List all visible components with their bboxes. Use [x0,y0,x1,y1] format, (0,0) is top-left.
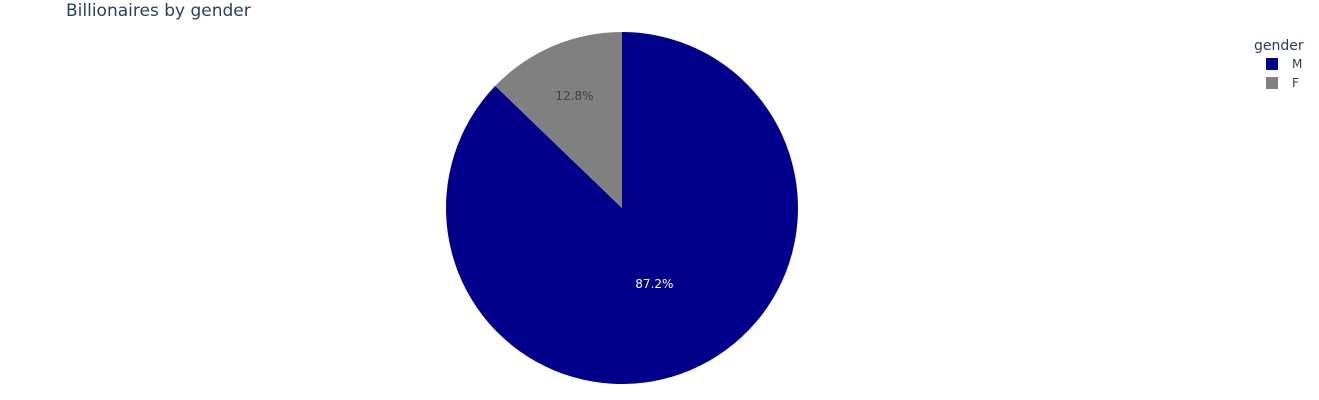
legend-title: gender [1254,38,1304,54]
chart-title: Billionaires by gender [66,1,251,21]
slice-label-M: 87.2% [635,277,673,291]
legend-swatch-M[interactable] [1266,58,1278,70]
legend-label-M[interactable]: M [1292,57,1302,71]
legend: gender MF [1254,38,1304,90]
legend-swatch-F[interactable] [1266,77,1278,89]
pie-labels: 87.2% 12.8% [555,89,673,291]
slice-label-F: 12.8% [555,89,593,103]
pie-slice-F[interactable] [495,32,622,208]
pie-slices [445,32,799,384]
legend-label-F[interactable]: F [1292,76,1299,90]
